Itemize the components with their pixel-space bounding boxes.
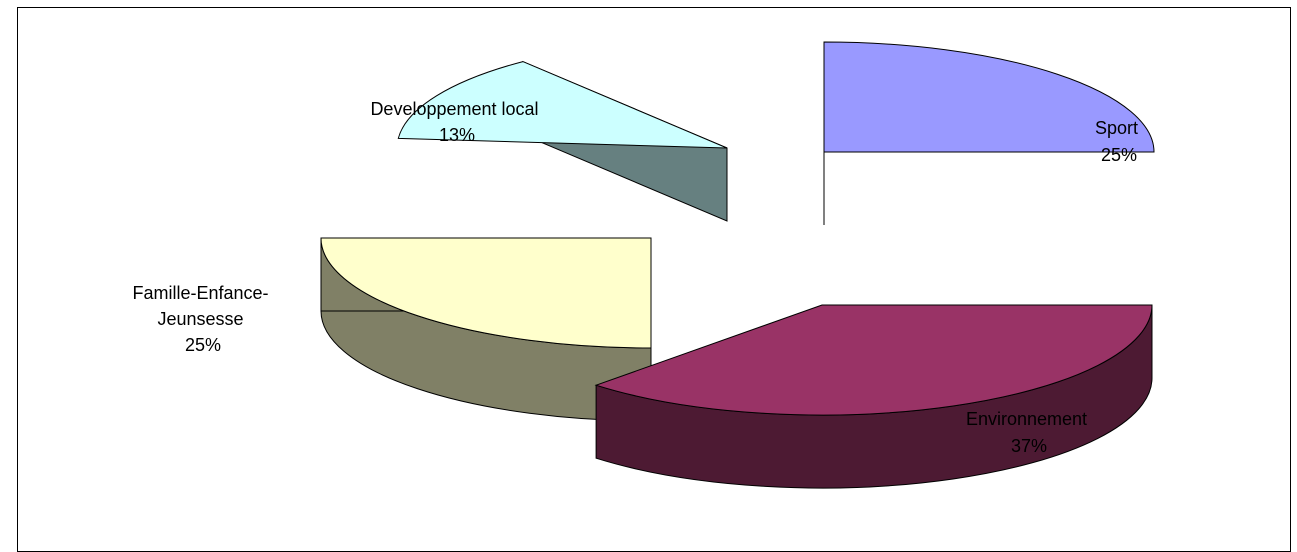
slice-famille-top [320, 237, 652, 349]
label-sport: Sport 25% [1095, 118, 1143, 165]
label-dev-pct: 13% [439, 125, 475, 145]
label-sport-name: Sport [1095, 118, 1138, 138]
slice-famille [320, 237, 652, 422]
slice-developpement-local [397, 60, 728, 222]
slice-sport [823, 41, 1155, 225]
slice-environnement [594, 304, 1153, 489]
label-env-name: Environnement [966, 409, 1087, 429]
slice-sport-top [823, 41, 1155, 153]
label-famille-pct: 25% [185, 335, 221, 355]
label-env-pct: 37% [1011, 436, 1047, 456]
slice-env-top [594, 304, 1153, 416]
label-environnement: Environnement 37% [966, 409, 1092, 456]
label-famille: Famille-Enfance- Jeunsesse 25% [132, 283, 273, 355]
label-famille-name-1: Famille-Enfance- [132, 283, 268, 303]
slice-dev-top [397, 61, 728, 149]
label-developpement-local: Developpement local 13% [370, 99, 543, 145]
label-famille-name-2: Jeunsesse [157, 309, 243, 329]
label-sport-pct: 25% [1101, 145, 1137, 165]
label-dev-name: Developpement local [370, 99, 538, 119]
